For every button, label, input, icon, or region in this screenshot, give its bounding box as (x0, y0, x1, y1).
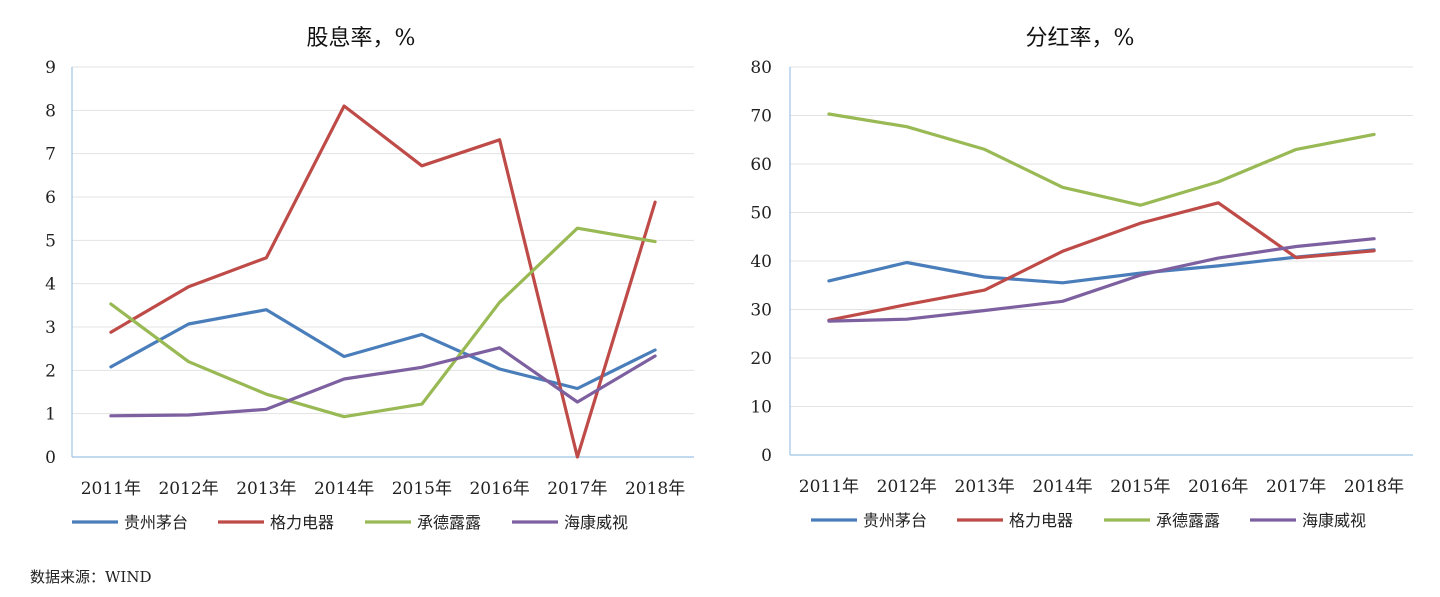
y-tick-label: 20 (750, 349, 772, 369)
y-tick-label: 1 (45, 405, 56, 425)
y-tick-label: 9 (45, 58, 56, 78)
x-tick-label: 2013年 (955, 477, 1015, 497)
legend-label: 承德露露 (1156, 511, 1220, 530)
series-line (109, 308, 657, 391)
legend-label: 海康威视 (1302, 511, 1366, 530)
y-tick-label: 2 (45, 361, 56, 381)
y-tick-label: 0 (45, 448, 56, 468)
series-line (827, 237, 1376, 323)
x-tick-label: 2011年 (799, 477, 859, 497)
x-tick-label: 2014年 (314, 479, 374, 499)
y-tick-label: 3 (45, 318, 56, 338)
legend-label: 承德露露 (417, 513, 481, 532)
x-tick-label: 2016年 (469, 479, 529, 499)
series-line (109, 346, 657, 418)
series-line (109, 104, 657, 459)
x-tick-label: 2017年 (1266, 477, 1326, 497)
legend-label: 贵州茅台 (863, 511, 927, 530)
y-tick-label: 0 (761, 446, 772, 466)
source-note: 数据来源：WIND (30, 568, 152, 586)
legend-label: 海康威视 (564, 513, 628, 532)
x-tick-label: 2015年 (1110, 477, 1170, 497)
x-tick-label: 2014年 (1032, 477, 1092, 497)
x-tick-label: 2018年 (1344, 477, 1404, 497)
chart-title: 股息率，% (307, 26, 416, 51)
x-tick-label: 2016年 (1188, 477, 1248, 497)
legend-label: 贵州茅台 (124, 513, 188, 532)
y-tick-label: 6 (45, 188, 56, 208)
series-line (827, 248, 1376, 285)
dividend-yield-chart: 股息率，% 0 1 2 3 4 5 6 7 8 9 2011年 2012年 2013年 2014年 2015年… (45, 26, 694, 532)
y-tick-label: 7 (45, 145, 56, 165)
x-tick-label: 2013年 (236, 479, 296, 499)
legend-label: 格力电器 (1009, 511, 1073, 530)
y-tick-label: 80 (750, 58, 772, 78)
y-tick-label: 8 (45, 101, 56, 121)
series-line (109, 226, 657, 419)
y-tick-label: 50 (750, 204, 772, 224)
payout-ratio-chart: 分红率，% 0 10 20 30 40 50 60 70 80 2011年 2012年 2013年 201… (750, 26, 1413, 530)
series-line (827, 112, 1376, 207)
legend-label: 格力电器 (270, 513, 334, 532)
x-tick-label: 2017年 (547, 479, 607, 499)
chart-title: 分红率，% (1026, 26, 1135, 51)
y-tick-label: 30 (750, 301, 772, 321)
y-tick-label: 5 (45, 231, 56, 251)
x-tick-label: 2018年 (625, 479, 685, 499)
x-tick-label: 2012年 (158, 479, 218, 499)
y-tick-label: 4 (45, 275, 56, 295)
y-tick-label: 60 (750, 155, 772, 175)
y-tick-label: 10 (750, 398, 772, 418)
x-tick-label: 2012年 (877, 477, 937, 497)
x-tick-label: 2011年 (81, 479, 141, 499)
y-tick-label: 70 (750, 107, 772, 127)
y-tick-label: 40 (750, 252, 772, 272)
x-tick-label: 2015年 (392, 479, 452, 499)
